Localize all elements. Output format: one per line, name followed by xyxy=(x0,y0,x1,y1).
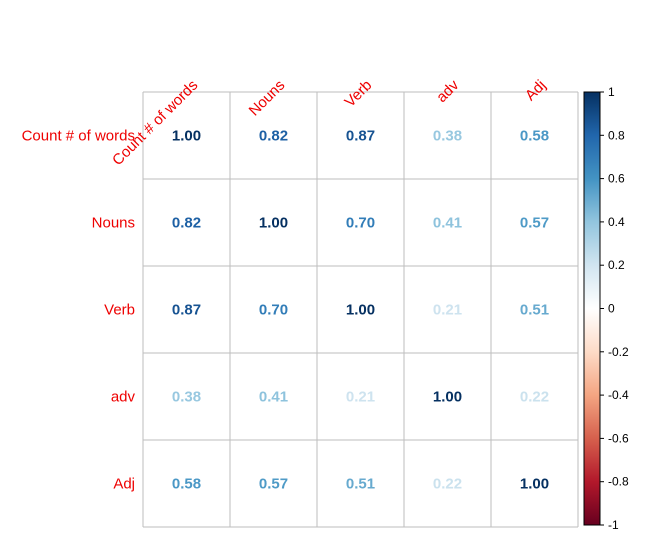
cell-value-nouns-adv: 0.41 xyxy=(433,215,462,232)
cell-value-nouns-verb: 0.70 xyxy=(346,215,375,232)
matrix-grid xyxy=(142,91,579,528)
cell-value-adj-count-of-words: 0.58 xyxy=(172,476,201,493)
cell-value-adj-nouns: 0.57 xyxy=(259,476,288,493)
cell-value-count-of-words-count-of-words: 1.00 xyxy=(172,128,201,145)
colorbar-legend: 1 0.8 0.6 0.4 0.2 0 -0.2 -0.4 -0.6 -0.8 -1 xyxy=(583,85,629,532)
row-labels: Count # of words Nouns Verb adv Adj xyxy=(22,128,136,493)
cell-value-verb-verb: 1.00 xyxy=(346,302,375,319)
cell-value-count-of-words-adv: 0.38 xyxy=(433,128,462,145)
row-label-count-of-words: Count # of words xyxy=(22,128,135,145)
col-label-verb: Verb xyxy=(341,77,375,111)
colorbar-tick-label: -0.8 xyxy=(608,475,629,489)
cell-value-adv-adj: 0.22 xyxy=(520,389,549,406)
cell-value-adj-verb: 0.51 xyxy=(346,476,375,493)
cell-value-adj-adv: 0.22 xyxy=(433,476,462,493)
cell-value-adv-adv: 1.00 xyxy=(433,389,462,406)
cell-value-nouns-count-of-words: 0.82 xyxy=(172,215,201,232)
cell-value-verb-nouns: 0.70 xyxy=(259,302,288,319)
cell-value-verb-count-of-words: 0.87 xyxy=(172,302,201,319)
cell-value-count-of-words-adj: 0.58 xyxy=(520,128,549,145)
colorbar-tick-label: -1 xyxy=(608,518,619,532)
matrix-cells: 1.00 0.82 0.87 0.38 0.58 0.82 1.00 0.70 0.41 0.57… xyxy=(172,128,549,493)
colorbar-tick-label: -0.4 xyxy=(608,388,629,402)
column-labels: Count # of words Nouns Verb adv Adj xyxy=(109,76,549,169)
row-label-adj: Adj xyxy=(113,476,135,493)
colorbar-tick-label: 0 xyxy=(608,302,615,316)
colorbar-tick-label: 1 xyxy=(608,85,615,99)
cell-value-nouns-adj: 0.57 xyxy=(520,215,549,232)
colorbar-tick-label: 0.2 xyxy=(608,258,625,272)
cell-value-count-of-words-nouns: 0.82 xyxy=(259,128,288,145)
colorbar-tick-label: 0.8 xyxy=(608,128,625,142)
col-label-adj: Adj xyxy=(522,77,549,104)
cell-value-verb-adj: 0.51 xyxy=(520,302,549,319)
cell-value-adv-nouns: 0.41 xyxy=(259,389,288,406)
row-label-nouns: Nouns xyxy=(92,215,135,232)
col-label-nouns: Nouns xyxy=(246,77,289,120)
row-label-verb: Verb xyxy=(104,302,135,319)
colorbar-tick-label: -0.2 xyxy=(608,345,629,359)
cell-value-nouns-nouns: 1.00 xyxy=(259,215,288,232)
cell-value-adv-verb: 0.21 xyxy=(346,389,375,406)
col-label-count-of-words: Count # of words xyxy=(109,77,201,169)
cell-value-adj-adj: 1.00 xyxy=(520,476,549,493)
colorbar-gradient xyxy=(583,91,601,526)
cell-value-count-of-words-verb: 0.87 xyxy=(346,128,375,145)
colorbar-tick-label: 0.4 xyxy=(608,215,625,229)
colorbar-tick-label: 0.6 xyxy=(608,172,625,186)
cell-value-adv-count-of-words: 0.38 xyxy=(172,389,201,406)
colorbar-tick-label: -0.6 xyxy=(608,431,629,445)
row-label-adv: adv xyxy=(111,389,136,406)
col-label-adv: adv xyxy=(433,76,462,105)
colorbar-ticks: 1 0.8 0.6 0.4 0.2 0 -0.2 -0.4 -0.6 -0.8 -1 xyxy=(600,85,629,532)
cell-value-verb-adv: 0.21 xyxy=(433,302,462,319)
